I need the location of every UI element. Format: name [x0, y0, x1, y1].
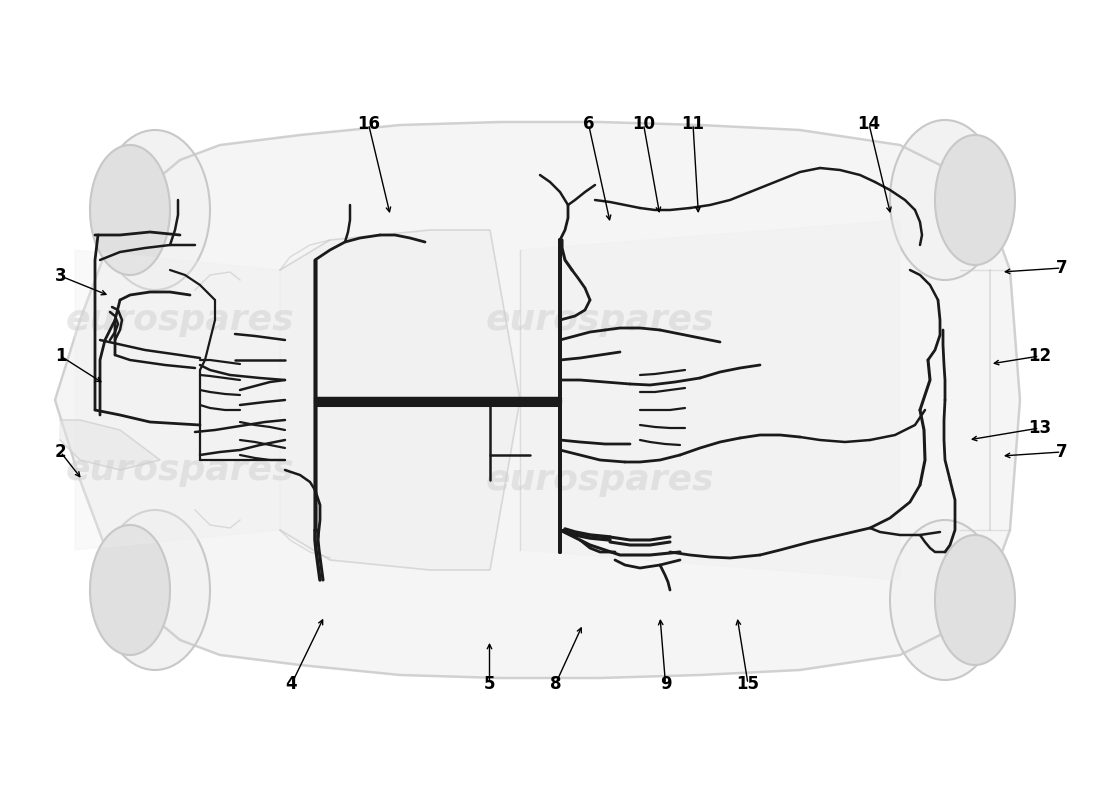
Polygon shape [280, 230, 520, 570]
Polygon shape [60, 420, 160, 470]
Text: eurospares: eurospares [486, 303, 714, 337]
Polygon shape [75, 250, 280, 550]
Text: 5: 5 [484, 675, 495, 693]
Text: eurospares: eurospares [66, 303, 295, 337]
Ellipse shape [890, 520, 1000, 680]
Ellipse shape [90, 525, 170, 655]
Text: 7: 7 [1056, 443, 1067, 461]
Polygon shape [55, 122, 1020, 678]
Text: 2: 2 [55, 443, 66, 461]
Text: 11: 11 [682, 115, 704, 133]
Ellipse shape [100, 510, 210, 670]
Ellipse shape [935, 135, 1015, 265]
Text: 14: 14 [857, 115, 881, 133]
Ellipse shape [100, 130, 210, 290]
Text: 1: 1 [55, 347, 66, 365]
Text: 3: 3 [55, 267, 66, 285]
Text: eurospares: eurospares [66, 453, 295, 487]
Ellipse shape [890, 120, 1000, 280]
Text: 9: 9 [660, 675, 671, 693]
Text: 10: 10 [632, 115, 654, 133]
Text: 16: 16 [358, 115, 379, 133]
Ellipse shape [935, 535, 1015, 665]
Text: 12: 12 [1027, 347, 1052, 365]
Text: 4: 4 [286, 675, 297, 693]
Polygon shape [520, 220, 900, 580]
Text: 7: 7 [1056, 259, 1067, 277]
Text: 13: 13 [1027, 419, 1052, 437]
Ellipse shape [90, 145, 170, 275]
Text: 15: 15 [737, 675, 759, 693]
Text: 8: 8 [550, 675, 561, 693]
Text: 6: 6 [583, 115, 594, 133]
Text: eurospares: eurospares [486, 463, 714, 497]
